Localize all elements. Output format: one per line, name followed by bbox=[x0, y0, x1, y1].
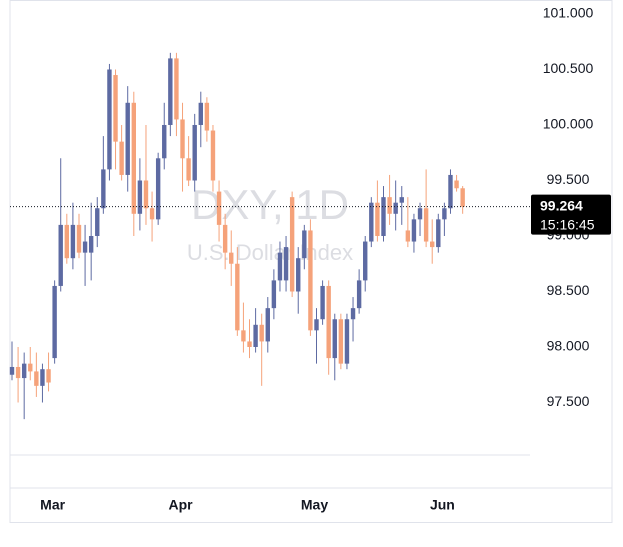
candle-body bbox=[198, 102, 203, 125]
candle-body bbox=[88, 235, 94, 253]
candle-body bbox=[247, 341, 252, 347]
y-tick-label: 100.000 bbox=[543, 116, 594, 132]
candle-body bbox=[168, 58, 173, 125]
y-tick-label: 99.500 bbox=[547, 171, 590, 187]
candle-body bbox=[64, 224, 70, 259]
candle-body bbox=[308, 230, 313, 331]
candle-body bbox=[460, 188, 465, 207]
y-tick-label: 100.500 bbox=[543, 60, 594, 76]
candle-body bbox=[46, 369, 51, 383]
y-tick-label: 98.000 bbox=[547, 338, 590, 354]
watermark-title: DXY, 1D bbox=[191, 181, 349, 228]
candle-body bbox=[442, 208, 447, 220]
candle-body bbox=[235, 263, 240, 331]
candle-body bbox=[76, 224, 82, 253]
candle-body bbox=[411, 219, 417, 242]
candle-body bbox=[180, 119, 185, 159]
candle-body bbox=[107, 69, 112, 170]
x-tick-label: May bbox=[301, 497, 328, 513]
candle-body bbox=[259, 324, 264, 342]
candle-body bbox=[430, 241, 435, 248]
candle-body bbox=[448, 174, 453, 209]
candle-body bbox=[101, 169, 106, 209]
candle-body bbox=[192, 124, 197, 181]
candle-body bbox=[405, 230, 411, 242]
candle-body bbox=[82, 241, 88, 253]
candle-body bbox=[143, 180, 149, 209]
candle-body bbox=[363, 241, 368, 281]
candle-body bbox=[387, 197, 392, 214]
y-tick-label: 101.000 bbox=[543, 5, 594, 21]
candle-body bbox=[454, 180, 459, 189]
candle-body bbox=[21, 363, 27, 379]
last-price-label: 99.264 bbox=[540, 197, 583, 213]
candle-body bbox=[137, 180, 143, 214]
candle-body bbox=[338, 319, 344, 364]
candle-body bbox=[399, 197, 404, 203]
candle-body bbox=[302, 230, 307, 259]
candle-body bbox=[58, 224, 63, 286]
candle-body bbox=[204, 102, 210, 131]
x-tick-label: Jun bbox=[430, 497, 455, 513]
candle-body bbox=[320, 285, 325, 320]
candle-body bbox=[155, 158, 161, 220]
candle-body bbox=[210, 130, 216, 181]
candle-body bbox=[28, 363, 33, 372]
candle-body bbox=[162, 124, 167, 159]
candle-body bbox=[296, 258, 301, 292]
candle-body bbox=[149, 208, 155, 220]
candle-body bbox=[417, 208, 423, 220]
candle-body bbox=[423, 208, 429, 242]
candle-body bbox=[70, 224, 76, 259]
y-tick-label: 98.500 bbox=[547, 282, 590, 298]
watermark-subtitle: U.S. Dollar Index bbox=[187, 240, 353, 265]
candle-body bbox=[113, 75, 118, 142]
candle-body bbox=[125, 102, 130, 175]
candle-body bbox=[9, 366, 15, 375]
y-tick-label: 97.500 bbox=[547, 393, 590, 409]
candle-body bbox=[186, 158, 191, 181]
x-tick-label: Apr bbox=[168, 497, 193, 513]
candle-body bbox=[271, 280, 277, 309]
candle-body bbox=[344, 319, 350, 364]
candle-body bbox=[229, 252, 234, 264]
candle-body bbox=[369, 202, 374, 242]
candle-body bbox=[277, 252, 283, 281]
candle-body bbox=[95, 208, 100, 236]
candle-body bbox=[314, 319, 319, 331]
candle-body bbox=[15, 366, 21, 379]
candle-body bbox=[375, 202, 380, 236]
x-tick-label: Mar bbox=[40, 497, 65, 513]
candle-body bbox=[356, 280, 362, 309]
candle-body bbox=[119, 141, 124, 175]
candle-body bbox=[131, 102, 136, 214]
last-price-box bbox=[531, 194, 611, 235]
frame bbox=[9, 0, 613, 523]
candle-body bbox=[34, 371, 39, 386]
candle-body bbox=[241, 330, 246, 342]
candle-body bbox=[332, 319, 337, 359]
candle-body bbox=[326, 285, 331, 359]
candle-body bbox=[174, 58, 179, 120]
candle-body bbox=[436, 219, 441, 248]
candle-body bbox=[283, 247, 289, 281]
candle-body bbox=[222, 224, 228, 253]
candle-body bbox=[253, 324, 258, 347]
candle-body bbox=[289, 197, 295, 292]
countdown: 15:16:45 bbox=[540, 216, 595, 232]
candle-body bbox=[265, 308, 270, 342]
candle-body bbox=[350, 308, 356, 320]
candle-body bbox=[52, 285, 57, 359]
candle-body bbox=[381, 197, 386, 236]
candle-body bbox=[393, 202, 398, 214]
candle-body bbox=[40, 369, 45, 386]
candle-body bbox=[216, 191, 222, 225]
